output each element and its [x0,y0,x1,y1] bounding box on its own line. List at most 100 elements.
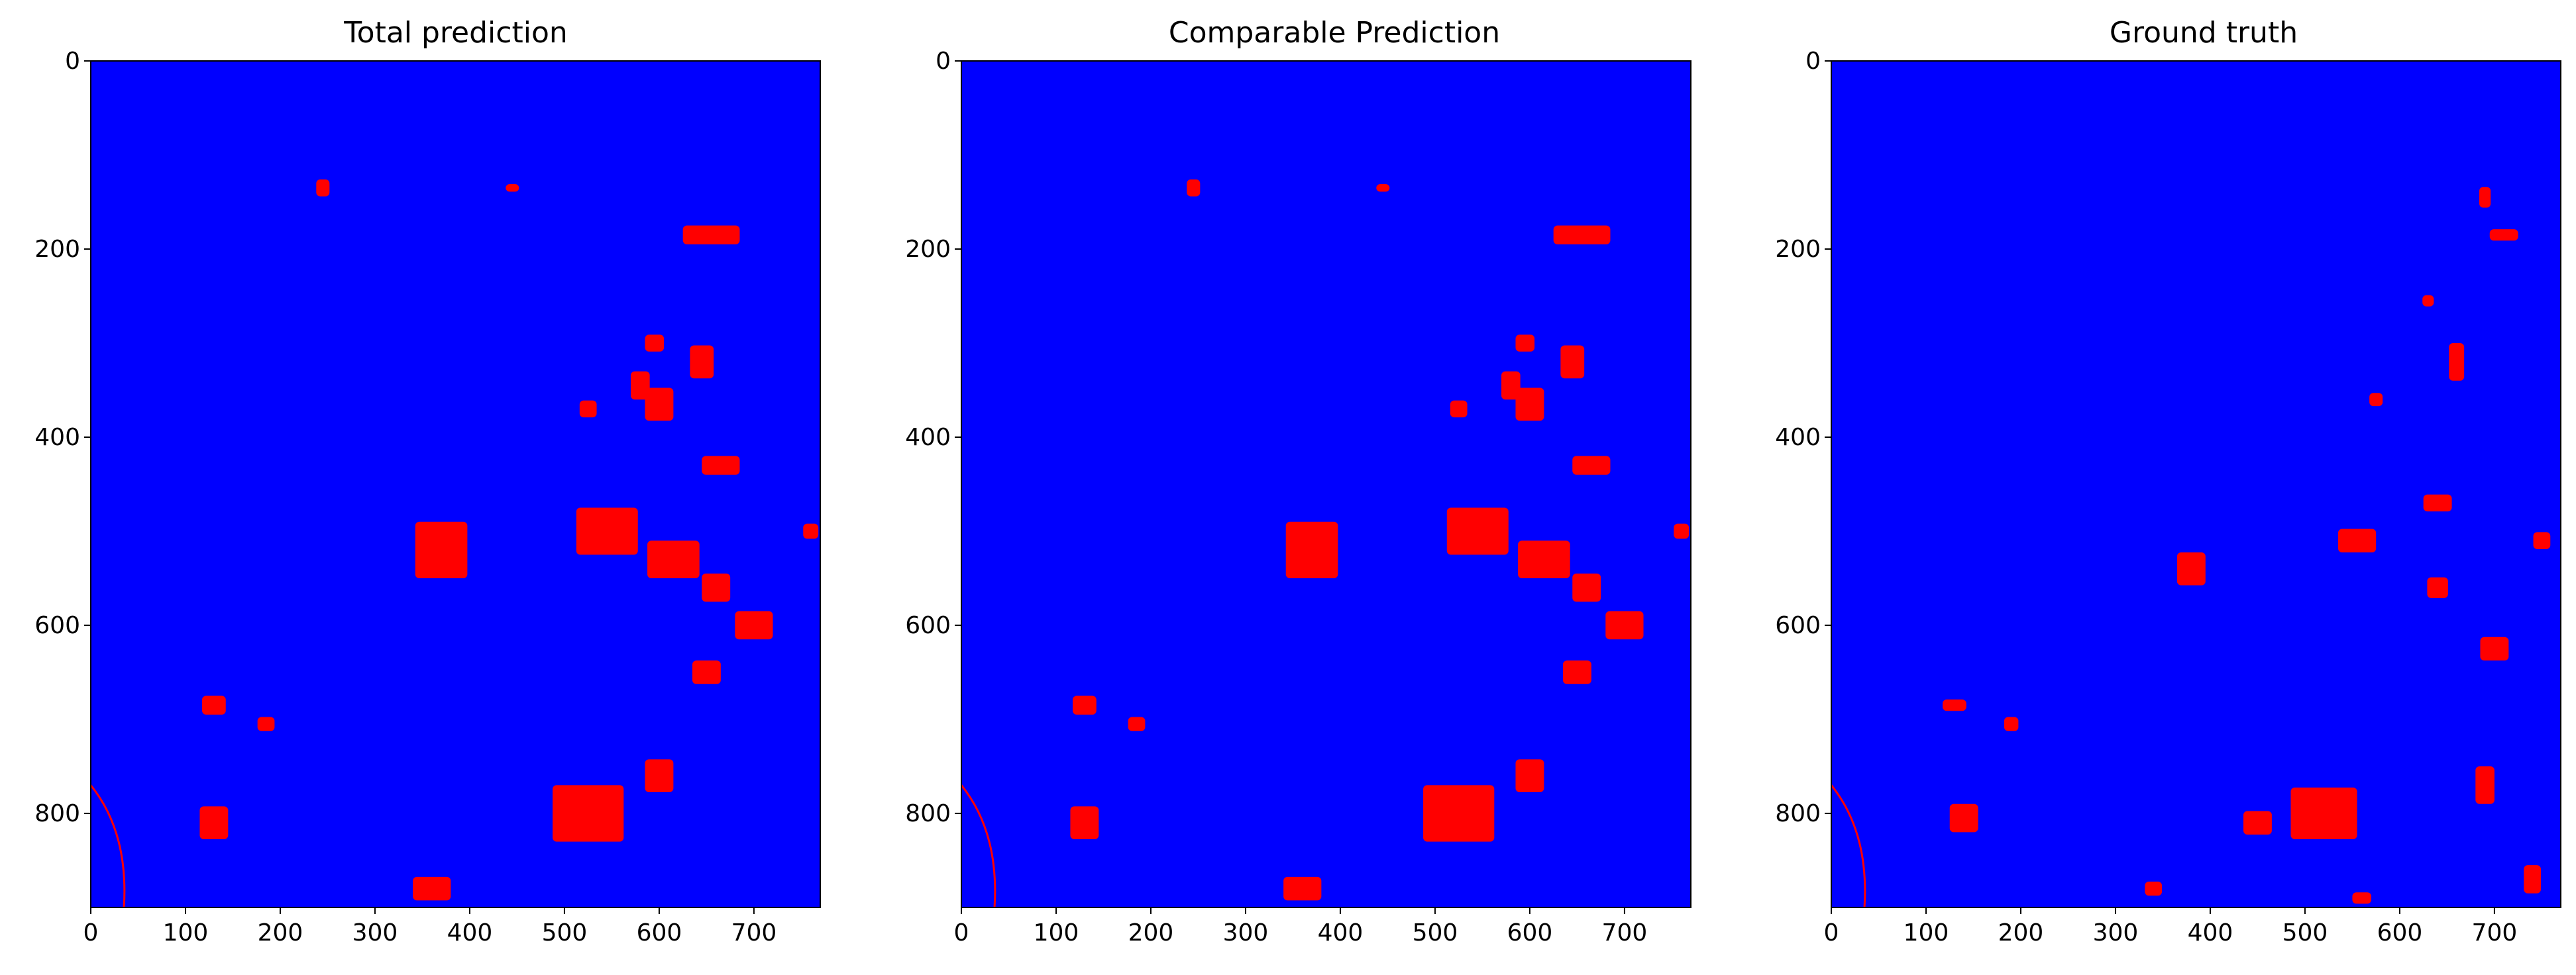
change-region [2489,229,2518,241]
change-region [1560,345,1585,379]
change-region-road [1830,784,1866,908]
change-region [645,759,674,793]
change-region [1515,759,1544,793]
change-region [1283,876,1322,901]
change-region [1562,660,1591,684]
x-tick-label: 700 [731,919,777,947]
x-tick-label: 0 [1824,919,1839,947]
change-region [1070,806,1099,840]
y-tick-label: 600 [34,612,80,639]
change-region [2533,532,2551,549]
change-region [1128,717,1146,731]
change-region-road [89,784,126,908]
change-region [2524,865,2541,894]
panel-title: Comparable Prediction [1169,16,1500,50]
change-region [690,345,714,379]
x-tick-label: 700 [1602,919,1648,947]
change-region [2176,552,2206,586]
x-tick-label: 300 [2093,919,2139,947]
change-region [2427,577,2448,598]
change-region [202,695,226,715]
y-tick-label: 400 [1775,424,1821,451]
change-region [2422,295,2434,307]
change-region [647,540,700,578]
panel-comparable-prediction: Comparable Prediction 0 100 200 300 400 500 60… [905,16,1691,947]
change-region [2337,529,2377,552]
change-region [199,806,229,840]
y-tick-label: 800 [34,800,80,827]
axes-frame [90,60,821,908]
change-region [735,611,773,640]
change-region [2480,637,2509,661]
y-tick-label: 200 [1775,236,1821,263]
plot-area: 0 100 200 300 400 500 600 700 0 200 400 600 800 [1775,48,2561,947]
heatmap-background [961,61,1691,907]
change-region [702,573,731,602]
x-tick-label: 400 [2188,919,2233,947]
change-region [1187,179,1201,197]
heatmap-background [91,61,820,907]
change-region [803,523,819,539]
y-tick-label: 0 [65,48,80,75]
x-tick-label: 700 [2472,919,2518,947]
x-tick-label: 100 [163,919,209,947]
change-region [415,521,468,578]
change-region [1285,521,1338,578]
y-tick-label: 0 [1805,48,1821,75]
change-region [2290,787,2357,840]
y-tick-label: 200 [905,236,951,263]
y-tick-label: 600 [905,612,951,639]
change-region [1674,523,1690,539]
x-tick-label: 300 [1223,919,1269,947]
x-tick-label: 500 [542,919,588,947]
panel-title: Ground truth [2110,16,2298,50]
change-region-road [960,784,996,908]
x-tick-label: 200 [258,919,303,947]
y-tick-label: 400 [34,424,80,451]
change-region [1518,540,1570,578]
change-region [682,225,740,244]
x-tick-label: 600 [637,919,682,947]
axes-frame [961,60,1691,908]
y-tick-label: 800 [905,800,951,827]
change-region [576,507,638,555]
x-tick-label: 400 [447,919,493,947]
y-tick-label: 0 [936,48,951,75]
change-region [2475,766,2495,804]
x-tick-label: 100 [1034,919,1079,947]
plot-area: 0 100 200 300 400 500 600 700 0 200 400 600 800 [905,48,1691,947]
change-region [1073,695,1097,715]
change-region [579,400,597,418]
change-region [506,184,519,192]
change-region [1446,507,1509,555]
change-region [1949,803,1978,833]
change-region [257,717,275,731]
x-tick-label: 600 [1507,919,1553,947]
change-region [1501,371,1521,400]
axes-frame [1831,60,2561,908]
x-tick-label: 200 [1128,919,1174,947]
x-tick-label: 200 [1998,919,2044,947]
panel-total-prediction: Total prediction 0 100 200 300 400 500 600 7000… [34,16,821,947]
change-region [316,179,330,197]
change-region [2352,892,2372,904]
change-region [702,456,740,475]
change-region [2369,393,2383,407]
change-region [1605,611,1644,640]
change-region [645,387,674,421]
change-region [1553,225,1611,244]
x-tick-label: 500 [1413,919,1458,947]
change-region [1515,387,1544,421]
x-tick-label: 600 [2377,919,2423,947]
x-tick-label: 0 [83,919,99,947]
change-region [2423,494,2452,512]
change-region [2479,187,2491,208]
panel-ground-truth: Ground truth 0 100 200 300 400 500 600 700 0 200 4… [1775,16,2561,947]
y-tick-label: 400 [905,424,951,451]
x-tick-label: 100 [1904,919,1949,947]
change-region [553,785,624,842]
y-tick-label: 800 [1775,800,1821,827]
x-tick-label: 0 [954,919,969,947]
change-region [2004,717,2019,731]
change-region [1376,184,1390,192]
